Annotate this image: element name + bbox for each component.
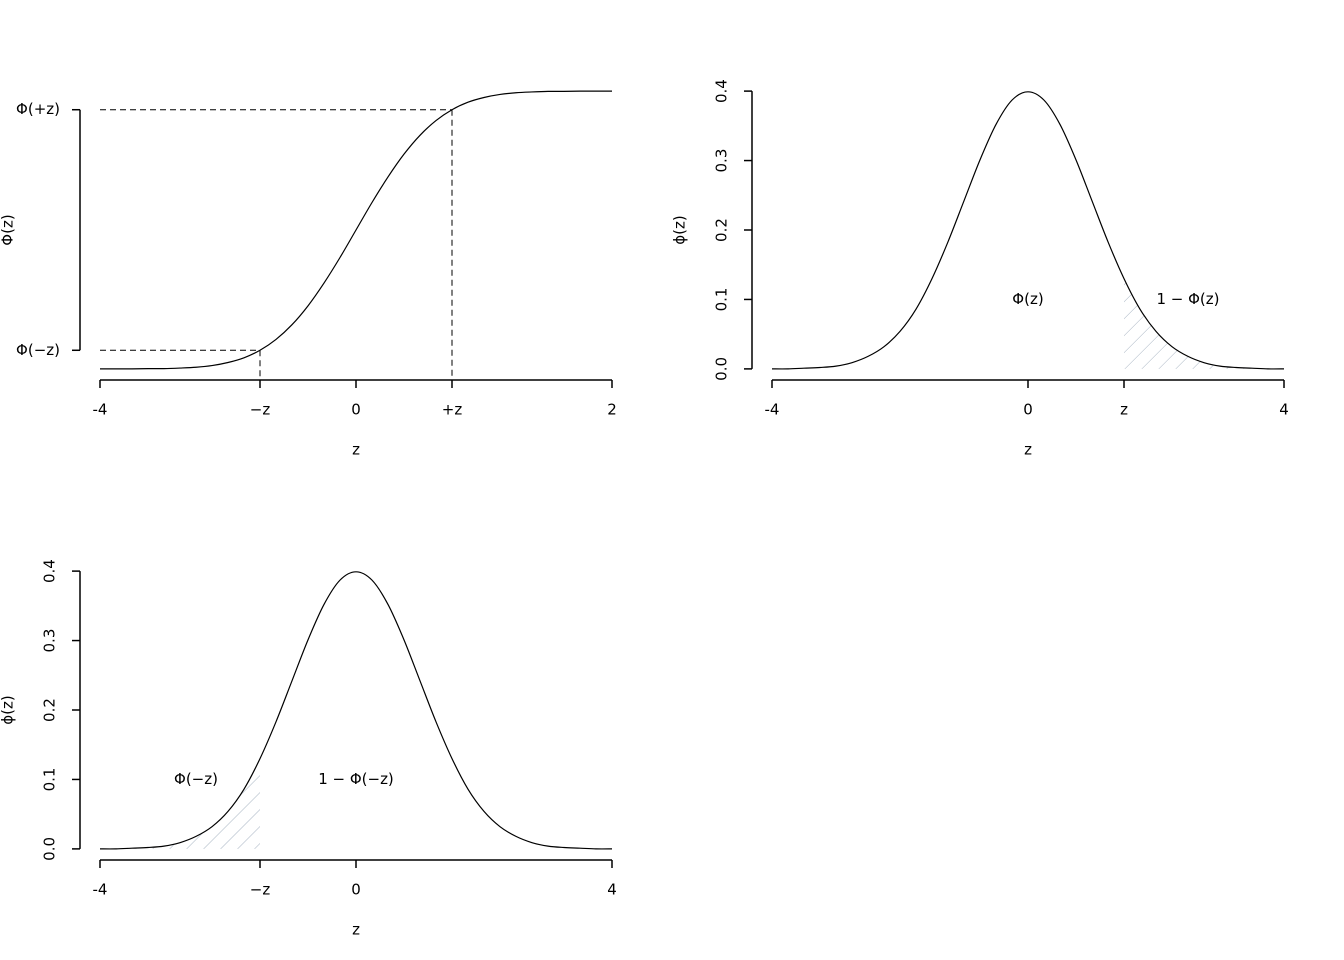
- x-tick-label: 0: [351, 881, 361, 899]
- x-tick-label: +z: [442, 401, 463, 419]
- x-tick-label: 4: [607, 881, 617, 899]
- y-tick-label: 0.4: [41, 559, 59, 583]
- x-tick-label: -4: [93, 881, 108, 899]
- y-tick-label: 0.0: [713, 357, 731, 381]
- annotation: Φ(−z): [174, 770, 218, 788]
- x-axis-title: z: [352, 441, 360, 459]
- x-tick-label: −z: [250, 881, 271, 899]
- x-tick-label: 4: [1279, 401, 1289, 419]
- x-tick-label: 0: [351, 401, 361, 419]
- y-tick-label: 0.0: [41, 837, 59, 861]
- annotation: 1 − Φ(−z): [318, 770, 394, 788]
- y-tick-label: Φ(−z): [16, 341, 60, 359]
- annotation: Φ(z): [1012, 290, 1043, 308]
- shaded-area: [100, 758, 260, 849]
- annotation: 1 − Φ(z): [1156, 290, 1219, 308]
- x-tick-label: 2: [607, 401, 617, 419]
- y-axis-title: Φ(z): [0, 214, 17, 245]
- curve: [99, 571, 613, 850]
- y-tick-label: 0.2: [41, 698, 59, 722]
- curve: [771, 91, 1285, 370]
- x-axis-title: z: [352, 921, 360, 939]
- x-tick-label: −z: [250, 401, 271, 419]
- x-tick-label: z: [1120, 401, 1128, 419]
- y-tick-label: Φ(+z): [16, 100, 60, 118]
- x-tick-label: 0: [1023, 401, 1033, 419]
- x-tick-label: -4: [765, 401, 780, 419]
- y-tick-label: 0.2: [713, 218, 731, 242]
- y-axis-title: ϕ(z): [671, 215, 689, 244]
- y-tick-label: 0.3: [713, 149, 731, 173]
- y-tick-label: 0.1: [713, 288, 731, 312]
- curve: [100, 90, 612, 370]
- x-tick-label: -4: [93, 401, 108, 419]
- y-axis-title: ϕ(z): [0, 695, 17, 724]
- x-axis-title: z: [1024, 441, 1032, 459]
- y-tick-label: 0.1: [41, 768, 59, 792]
- y-tick-label: 0.4: [713, 79, 731, 103]
- y-tick-label: 0.3: [41, 629, 59, 653]
- shaded-area: [1124, 278, 1284, 369]
